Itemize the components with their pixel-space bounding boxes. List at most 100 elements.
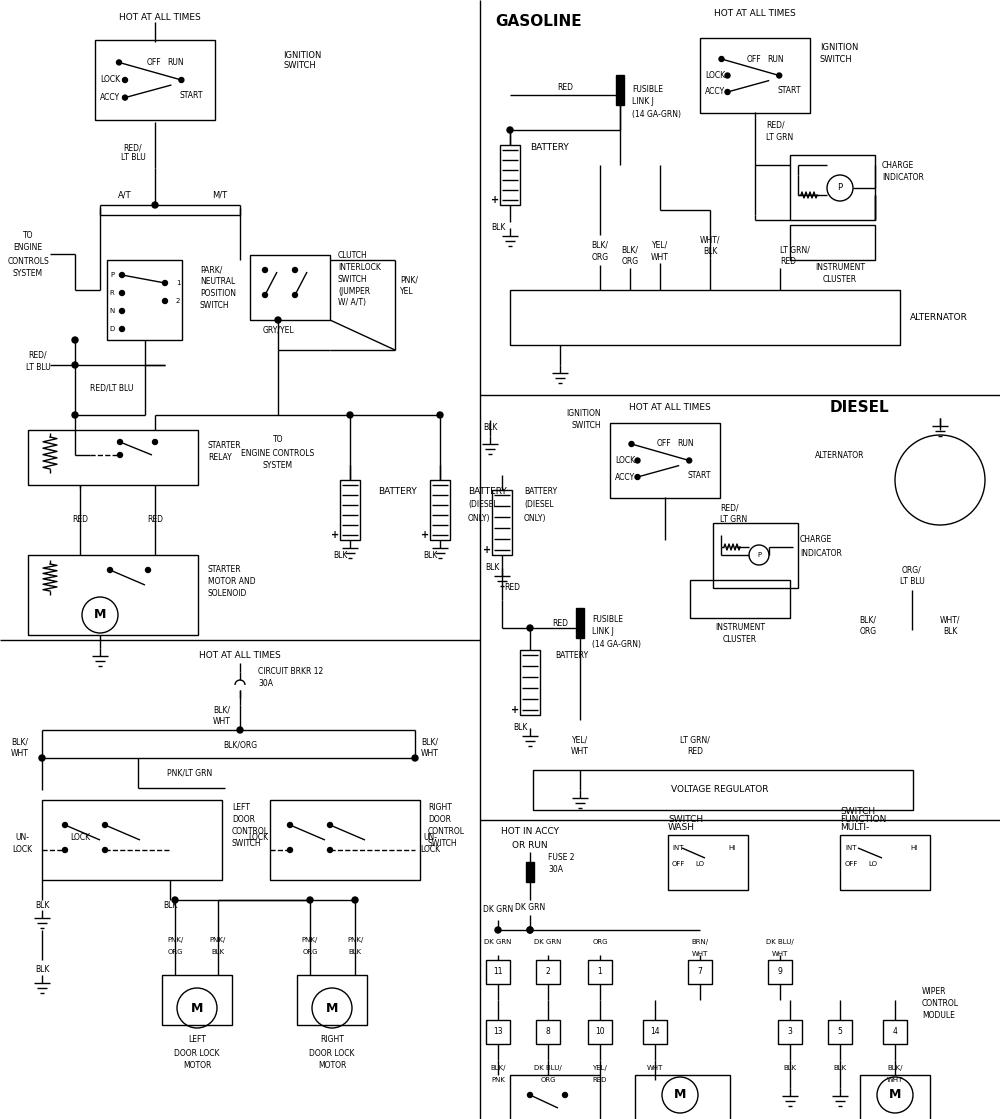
Circle shape: [152, 440, 158, 444]
Text: INDICATOR: INDICATOR: [882, 173, 924, 182]
Text: HI: HI: [910, 845, 917, 852]
Bar: [520, 650, 540, 715]
Text: WHT: WHT: [887, 1076, 903, 1083]
Text: RUN: RUN: [767, 55, 784, 64]
Text: DK GRN: DK GRN: [515, 903, 545, 912]
Text: RIGHT: RIGHT: [428, 803, 452, 812]
Text: PNK: PNK: [491, 1076, 505, 1083]
Text: BATTERY: BATTERY: [555, 650, 588, 659]
Bar: [840, 835, 930, 890]
Text: MULTI-: MULTI-: [840, 824, 869, 833]
Circle shape: [895, 435, 985, 525]
Text: FUSIBLE: FUSIBLE: [632, 85, 663, 94]
Text: PNK/LT GRN: PNK/LT GRN: [167, 769, 213, 778]
Text: START: START: [777, 86, 801, 95]
Text: LT BLU: LT BLU: [121, 153, 145, 162]
Circle shape: [62, 822, 68, 827]
Text: 8: 8: [546, 1027, 550, 1036]
Circle shape: [719, 56, 724, 62]
Text: BLK: BLK: [943, 628, 957, 637]
Text: TO: TO: [273, 435, 283, 444]
Text: ORG: ORG: [167, 949, 183, 955]
Circle shape: [162, 281, 168, 285]
Text: INDICATOR: INDICATOR: [800, 548, 842, 557]
Text: RED: RED: [504, 583, 520, 592]
Text: 13: 13: [493, 1027, 503, 1036]
Text: BLK/: BLK/: [422, 737, 438, 746]
Text: CLUTCH: CLUTCH: [338, 251, 368, 260]
Text: LO: LO: [868, 861, 877, 867]
Circle shape: [172, 897, 178, 903]
Text: BLK: BLK: [35, 901, 49, 910]
Text: OR RUN: OR RUN: [512, 840, 548, 849]
Bar: [500, 145, 520, 205]
Text: INSTRUMENT: INSTRUMENT: [715, 623, 765, 632]
Text: R: R: [110, 290, 114, 297]
Text: WHT: WHT: [692, 951, 708, 957]
Text: BLK/: BLK/: [622, 245, 639, 254]
Circle shape: [103, 822, 108, 827]
Bar: [688, 960, 712, 984]
Text: STARTER: STARTER: [208, 565, 242, 574]
Text: PNK/: PNK/: [347, 937, 363, 943]
Circle shape: [62, 847, 68, 853]
Text: CHARGE: CHARGE: [800, 536, 832, 545]
Bar: [690, 580, 790, 618]
Text: W/ A/T): W/ A/T): [338, 299, 366, 308]
Circle shape: [687, 458, 692, 463]
Text: SWITCH: SWITCH: [338, 274, 368, 283]
Circle shape: [347, 412, 353, 419]
Circle shape: [39, 755, 45, 761]
Circle shape: [292, 292, 298, 298]
Text: WHT: WHT: [772, 951, 788, 957]
Bar: [340, 480, 360, 540]
Text: HOT AT ALL TIMES: HOT AT ALL TIMES: [199, 650, 281, 659]
Circle shape: [72, 337, 78, 344]
Text: +: +: [331, 530, 339, 540]
Text: BLK: BLK: [423, 551, 437, 560]
Text: PNK/: PNK/: [210, 937, 226, 943]
Text: 2: 2: [546, 968, 550, 977]
Circle shape: [307, 897, 313, 903]
Text: M: M: [889, 1089, 901, 1101]
Bar: [510, 1075, 600, 1119]
Text: M: M: [94, 609, 106, 621]
Bar: [576, 608, 584, 638]
Text: LOCK: LOCK: [100, 75, 120, 85]
Text: (DIESEL: (DIESEL: [468, 500, 498, 509]
Text: RED/: RED/: [766, 121, 785, 130]
Text: 7: 7: [698, 968, 702, 977]
Circle shape: [275, 317, 281, 323]
Bar: [28, 555, 198, 634]
Text: FUSE 2: FUSE 2: [548, 854, 574, 863]
Circle shape: [635, 474, 640, 480]
Bar: [536, 1021, 560, 1044]
Text: MOTOR: MOTOR: [318, 1062, 346, 1071]
Circle shape: [877, 1076, 913, 1113]
Bar: [588, 1021, 612, 1044]
Text: DOOR LOCK: DOOR LOCK: [174, 1049, 220, 1057]
Circle shape: [749, 545, 769, 565]
Text: ALTERNATOR: ALTERNATOR: [910, 312, 968, 321]
Text: BLK: BLK: [333, 551, 347, 560]
Bar: [713, 523, 798, 587]
Text: BATTERY: BATTERY: [524, 488, 557, 497]
Text: SWITCH: SWITCH: [820, 55, 853, 64]
Text: MOTOR: MOTOR: [183, 1062, 211, 1071]
Bar: [486, 960, 510, 984]
Text: ACCY: ACCY: [100, 93, 120, 102]
Text: 11: 11: [493, 968, 503, 977]
Text: BLK: BLK: [211, 949, 225, 955]
Circle shape: [288, 847, 292, 853]
Text: CIRCUIT BRKR 12: CIRCUIT BRKR 12: [258, 668, 323, 677]
Text: SYSTEM: SYSTEM: [263, 461, 293, 470]
Text: WIPER: WIPER: [922, 987, 946, 997]
Text: LT GRN/: LT GRN/: [680, 735, 710, 744]
Text: P: P: [757, 552, 761, 558]
Text: OFF: OFF: [845, 861, 858, 867]
Circle shape: [437, 412, 443, 419]
Text: BLK: BLK: [703, 247, 717, 256]
Bar: [700, 38, 810, 113]
Text: FUSIBLE: FUSIBLE: [592, 615, 623, 624]
Text: RED: RED: [780, 257, 796, 266]
